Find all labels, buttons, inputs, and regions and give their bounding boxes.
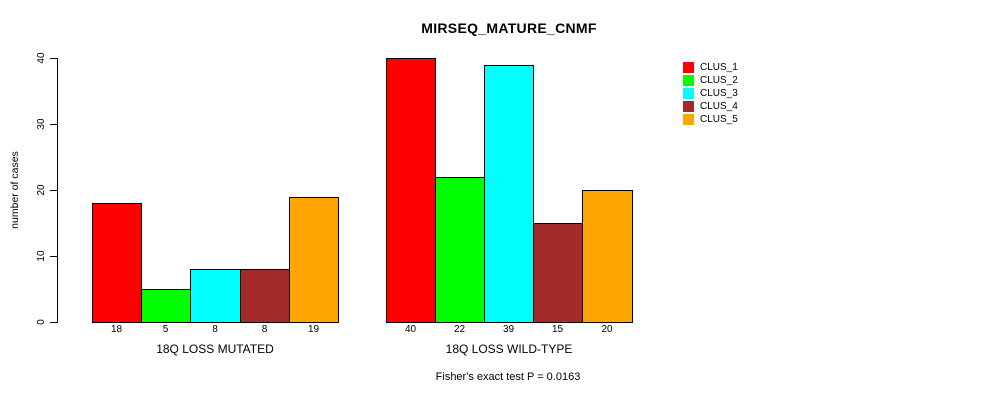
bar-value-label: 19 [307, 324, 320, 335]
legend-label: CLUS_1 [700, 62, 738, 73]
bar-clus_5-group2 [582, 190, 633, 323]
bar-value-label: 8 [212, 324, 218, 335]
bar-clus_1-group1 [92, 203, 142, 323]
bar-value-label: 8 [261, 324, 268, 335]
bar-clus_2-group1 [141, 289, 191, 323]
caption-fisher-test: Fisher's exact test P = 0.0163 [435, 371, 581, 383]
y-tick-label: 20 [36, 184, 47, 196]
bar-value-label: 40 [404, 324, 417, 335]
legend-swatch-icon [683, 114, 694, 125]
legend-label: CLUS_5 [700, 114, 738, 125]
bar-clus_2-group2 [435, 177, 485, 323]
legend-item-clus_2: CLUS_2 [683, 75, 738, 86]
y-tick-label: 10 [36, 250, 47, 262]
bar-clus_3-group1 [190, 269, 241, 323]
bar-clus_5-group1 [289, 197, 339, 323]
legend-item-clus_3: CLUS_3 [683, 88, 738, 99]
bar-clus_4-group1 [240, 269, 290, 323]
legend-swatch-icon [683, 88, 694, 99]
group-label-1: 18Q LOSS MUTATED [156, 342, 274, 356]
y-tick [50, 322, 57, 323]
legend-label: CLUS_2 [700, 75, 738, 86]
legend-swatch-icon [683, 75, 694, 86]
bar-value-label: 20 [601, 324, 613, 335]
group-label-2: 18Q LOSS WILD-TYPE [445, 342, 573, 356]
bar-value-label: 5 [162, 324, 169, 335]
bar-clus_1-group2 [386, 58, 436, 323]
y-tick [50, 256, 57, 257]
legend-label: CLUS_4 [700, 101, 738, 112]
legend-swatch-icon [683, 62, 694, 73]
legend-swatch-icon [683, 101, 694, 112]
bar-value-label: 22 [453, 324, 466, 335]
legend-item-clus_1: CLUS_1 [683, 62, 738, 73]
bar-clus_4-group2 [533, 223, 583, 323]
bar-clus_3-group2 [484, 65, 534, 323]
chart-title: MIRSEQ_MATURE_CNMF [421, 20, 597, 36]
legend-label: CLUS_3 [700, 88, 738, 99]
legend-item-clus_4: CLUS_4 [683, 101, 738, 112]
bar-value-label: 15 [551, 324, 564, 335]
legend: CLUS_1 CLUS_2 CLUS_3 CLUS_4 CLUS_5 [683, 62, 738, 127]
y-axis-line [57, 58, 58, 323]
y-tick [50, 190, 57, 191]
y-tick-label: 0 [36, 319, 47, 325]
y-tick [50, 124, 57, 125]
y-tick-label: 30 [36, 118, 47, 130]
bar-value-label: 18 [110, 324, 123, 335]
legend-item-clus_5: CLUS_5 [683, 114, 738, 125]
y-tick [50, 58, 57, 59]
bar-value-label: 39 [502, 324, 515, 335]
y-tick-label: 40 [36, 52, 47, 64]
